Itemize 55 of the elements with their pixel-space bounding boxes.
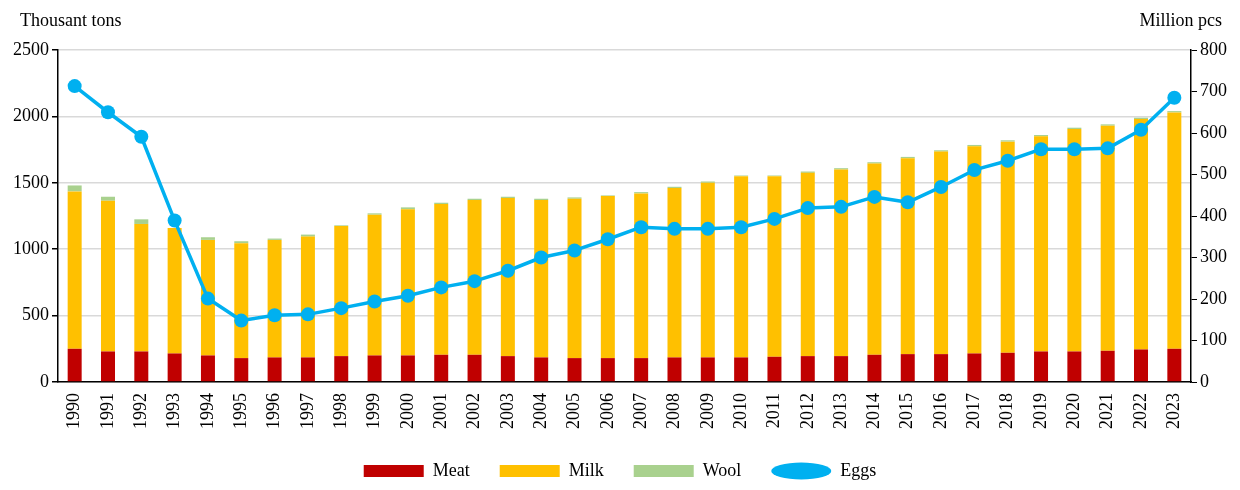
legend-label: Milk xyxy=(568,459,604,480)
x-tick-label: 2000 xyxy=(396,393,417,429)
y-axis-title: Thousant tons xyxy=(20,9,122,30)
x-tick-label: 2014 xyxy=(863,393,884,429)
y2-tick-label: 600 xyxy=(1200,121,1227,142)
y2-tick-label: 500 xyxy=(1200,163,1227,184)
x-tick-label: 2020 xyxy=(1063,393,1084,429)
y2-tick-label: 100 xyxy=(1200,329,1227,350)
y-tick-label: 2500 xyxy=(13,38,49,59)
x-tick-label: 1995 xyxy=(230,393,251,429)
x-tick-label: 2004 xyxy=(529,393,550,429)
x-tick-label: 1990 xyxy=(63,393,84,429)
y2-tick-label: 400 xyxy=(1200,204,1227,225)
x-tick-label: 2005 xyxy=(563,393,584,429)
x-tick-label: 1993 xyxy=(163,393,184,429)
y2-axis-title: Million pcs xyxy=(1139,9,1222,30)
x-tick-label: 2019 xyxy=(1029,393,1050,429)
y-tick-label: 1500 xyxy=(13,171,49,192)
x-tick-label: 2017 xyxy=(963,393,984,429)
x-tick-label: 1998 xyxy=(329,393,350,429)
x-tick-label: 2011 xyxy=(763,393,784,429)
y2-tick-label: 800 xyxy=(1200,38,1227,59)
y2-tick-label: 700 xyxy=(1200,80,1227,101)
x-tick-label: 2021 xyxy=(1096,393,1117,429)
x-tick-label: 2023 xyxy=(1163,393,1184,429)
legend-label: Wool xyxy=(702,459,742,480)
y2-tick-label: 300 xyxy=(1200,246,1227,267)
x-tick-label: 2001 xyxy=(429,393,450,429)
y2-tick-label: 200 xyxy=(1200,287,1227,308)
x-tick-label: 2016 xyxy=(929,393,950,429)
x-tick-label: 1999 xyxy=(363,393,384,429)
legend-label: Eggs xyxy=(840,459,877,480)
x-tick-label: 1996 xyxy=(263,393,284,429)
y-tick-label: 2000 xyxy=(13,105,49,126)
y-tick-label: 0 xyxy=(40,370,49,391)
x-tick-label: 2015 xyxy=(896,393,917,429)
x-tick-label: 2010 xyxy=(729,393,750,429)
x-tick-label: 2022 xyxy=(1129,393,1150,429)
x-tick-label: 1994 xyxy=(196,393,217,429)
x-tick-label: 1997 xyxy=(296,393,317,429)
x-tick-label: 1992 xyxy=(130,393,151,429)
x-tick-label: 2009 xyxy=(696,393,717,429)
y-tick-label: 500 xyxy=(22,304,49,325)
y2-tick-label: 0 xyxy=(1200,370,1209,391)
x-tick-label: 2012 xyxy=(796,393,817,429)
x-tick-label: 2008 xyxy=(663,393,684,429)
x-tick-label: 2007 xyxy=(629,393,650,429)
x-tick-label: 2003 xyxy=(496,393,517,429)
legend-label: Meat xyxy=(432,459,470,480)
x-tick-label: 2006 xyxy=(596,393,617,429)
x-tick-label: 2002 xyxy=(463,393,484,429)
x-tick-label: 1991 xyxy=(96,393,117,429)
y-tick-label: 1000 xyxy=(13,237,49,258)
x-tick-label: 2013 xyxy=(829,393,850,429)
x-tick-label: 2018 xyxy=(996,393,1017,429)
